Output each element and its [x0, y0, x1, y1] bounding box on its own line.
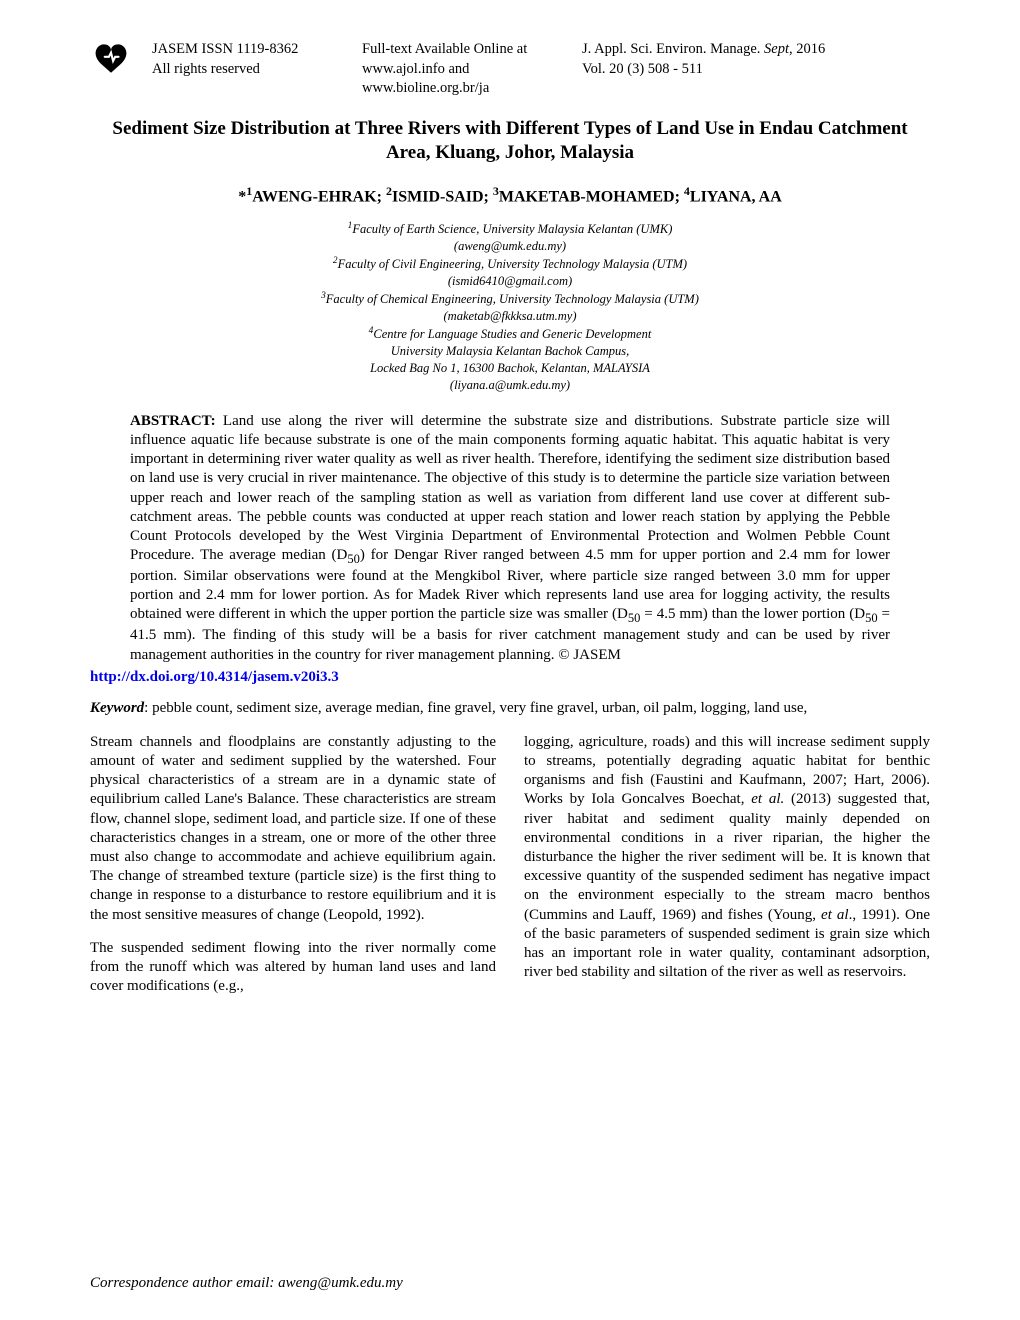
- journal-line1-prefix: J. Appl. Sci. Environ. Manage.: [582, 41, 764, 57]
- keyword-text: : pebble count, sediment size, average m…: [144, 700, 807, 716]
- fulltext-line1: Full-text Available Online at: [362, 41, 527, 57]
- abstract-text: Land use along the river will determine …: [130, 413, 890, 663]
- header-issn: JASEM ISSN 1119-8362 All rights reserved: [152, 40, 342, 79]
- header-fulltext: Full-text Available Online at www.ajol.i…: [362, 40, 562, 99]
- issn-line1: JASEM ISSN 1119-8362: [152, 41, 298, 57]
- body-col-left: Stream channels and floodplains are cons…: [90, 733, 496, 1010]
- journal-line1-suffix: , 2016: [789, 41, 825, 57]
- fulltext-line3: www.bioline.org.br/ja: [362, 80, 489, 96]
- abstract: ABSTRACT: Land use along the river will …: [130, 412, 890, 665]
- authors: *1AWENG-EHRAK; 2ISMID-SAID; 3MAKETAB-MOH…: [90, 184, 930, 206]
- journal-logo-icon: [90, 40, 132, 82]
- keyword-label: Keyword: [90, 700, 144, 716]
- body-p3: logging, agriculture, roads) and this wi…: [524, 733, 930, 982]
- body-p1: Stream channels and floodplains are cons…: [90, 733, 496, 925]
- abstract-label: ABSTRACT:: [130, 413, 216, 429]
- journal-line2: Vol. 20 (3) 508 - 511: [582, 61, 703, 77]
- journal-line1-italic: Sept: [764, 41, 789, 57]
- header-row: JASEM ISSN 1119-8362 All rights reserved…: [90, 40, 930, 99]
- article-title: Sediment Size Distribution at Three Rive…: [90, 117, 930, 166]
- fulltext-line2: www.ajol.info and: [362, 61, 469, 77]
- body-p2: The suspended sediment flowing into the …: [90, 939, 496, 997]
- page: JASEM ISSN 1119-8362 All rights reserved…: [0, 0, 1020, 1320]
- header-journal: J. Appl. Sci. Environ. Manage. Sept, 201…: [582, 40, 930, 79]
- correspondence-footer: Correspondence author email: aweng@umk.e…: [90, 1275, 403, 1292]
- affiliations: 1Faculty of Earth Science, University Ma…: [90, 220, 930, 393]
- keyword: Keyword: pebble count, sediment size, av…: [90, 700, 930, 717]
- doi-link[interactable]: http://dx.doi.org/10.4314/jasem.v20i3.3: [90, 669, 930, 686]
- body-columns: Stream channels and floodplains are cons…: [90, 733, 930, 1010]
- issn-line2: All rights reserved: [152, 61, 260, 77]
- body-col-right: logging, agriculture, roads) and this wi…: [524, 733, 930, 1010]
